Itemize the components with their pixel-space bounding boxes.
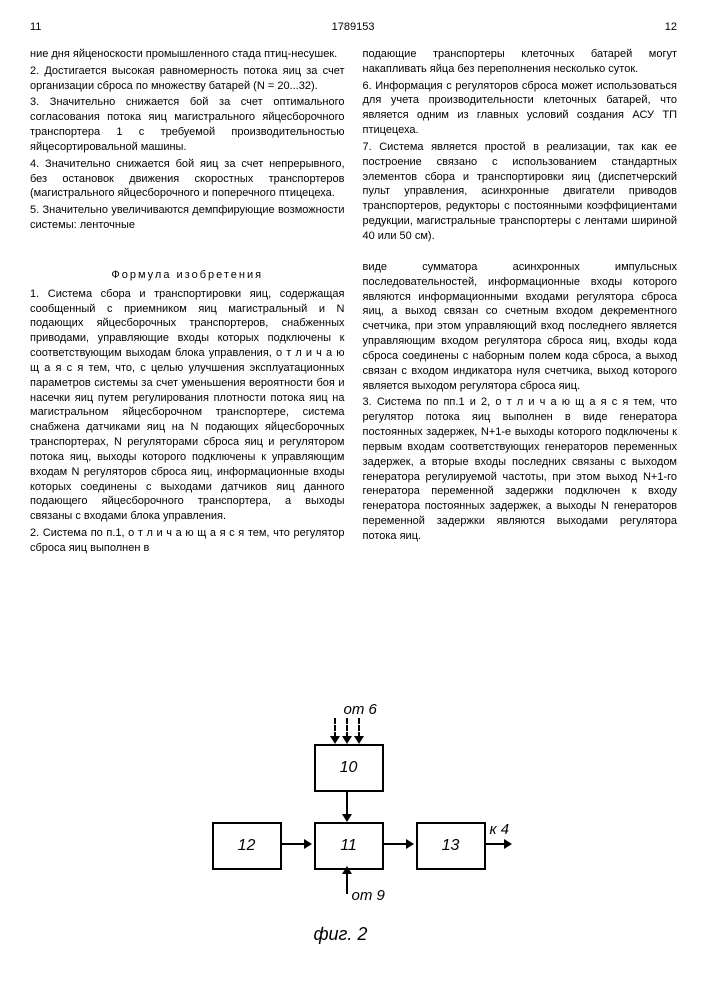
diagram-box-11: 11 [314,822,384,870]
connector-line [382,843,408,845]
claim-text: 1. Система сбора и транспортировки яиц, … [30,287,345,525]
diagram-box-12: 12 [212,822,282,870]
page-header: 11 1789153 12 [30,20,677,35]
right-column-claims: виде сумматора асинхронных импульсных по… [363,260,678,558]
box-label: 13 [442,835,460,857]
arrow-head-icon [330,736,340,744]
claim-text: виде сумматора асинхронных импульсных по… [363,260,678,394]
dashed-line [346,718,348,738]
formula-heading: Формула изобретения [30,268,345,283]
connector-line [280,843,306,845]
arrow-head-icon [406,839,414,849]
box-label: 10 [340,757,358,779]
page-number-left: 11 [30,20,41,35]
body-text: 3. Значительно снижается бой за счет опт… [30,95,345,154]
arrow-head-icon [354,736,364,744]
diagram-box-13: 13 [416,822,486,870]
diagram-box-10: 10 [314,744,384,792]
diagram-label-top: от 6 [344,700,377,720]
text-columns-top: ние дня яйценоскости промышленного стада… [30,47,677,246]
body-text: 5. Значительно увеличиваются демпфирующи… [30,203,345,233]
arrow-head-icon [504,839,512,849]
left-column-claims: Формула изобретения 1. Система сбора и т… [30,260,345,558]
connector-line [484,843,506,845]
dashed-line [358,718,360,738]
body-text: 4. Значительно снижается бой яиц за счет… [30,157,345,202]
diagram-label-right: к 4 [490,820,510,840]
arrow-head-icon [342,736,352,744]
connector-line [346,790,348,816]
dashed-line [334,718,336,738]
diagram-label-bottom: от 9 [352,886,385,906]
body-text: 7. Система является простой в реализации… [363,140,678,244]
left-column-top: ние дня яйценоскости промышленного стада… [30,47,345,246]
right-column-top: подающие транспортеры клеточных батарей … [363,47,678,246]
body-text: 2. Достигается высокая равномерность пот… [30,64,345,94]
document-number: 1789153 [332,20,375,35]
arrow-head-icon [342,866,352,874]
body-text: 6. Информация с регуляторов сброса может… [363,79,678,138]
box-label: 11 [340,835,357,857]
page: 11 1789153 12 ние дня яйценоскости промы… [0,0,707,1000]
claim-text: 2. Система по п.1, о т л и ч а ю щ а я с… [30,526,345,556]
text-columns-claims: Формула изобретения 1. Система сбора и т… [30,260,677,558]
claim-text: 3. Система по пп.1 и 2, о т л и ч а ю щ … [363,395,678,543]
arrow-head-icon [304,839,312,849]
figure-diagram: от 6 10 11 12 13 к 4 от 9 фиг. 2 [194,700,514,970]
arrow-head-icon [342,814,352,822]
spacer [30,246,677,260]
body-text: подающие транспортеры клеточных батарей … [363,47,678,77]
figure-caption: фиг. 2 [314,922,368,946]
box-label: 12 [238,835,256,857]
body-text: ние дня яйценоскости промышленного стада… [30,47,345,62]
page-number-right: 12 [665,20,677,35]
